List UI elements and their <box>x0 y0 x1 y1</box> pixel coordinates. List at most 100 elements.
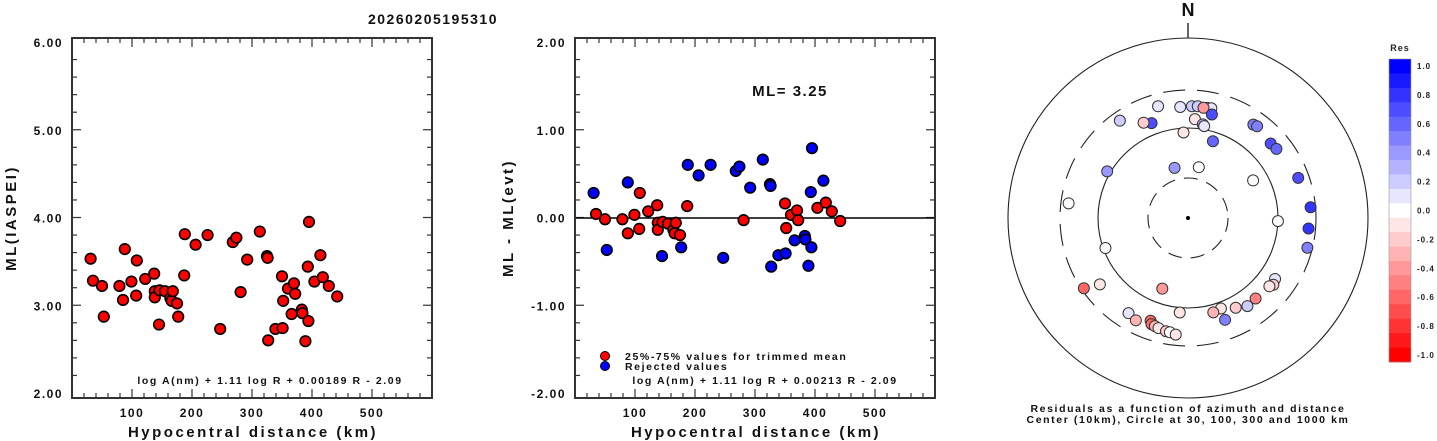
station-residual-point <box>1077 282 1090 295</box>
data-point <box>148 267 161 280</box>
colorbar-tick-label: 0.4 <box>1417 149 1431 158</box>
colorbar-swatch <box>1389 304 1411 320</box>
data-point <box>172 310 185 323</box>
station-residual-point <box>1251 120 1264 133</box>
legend-label-accepted: 25%-75% values for trimmed mean <box>625 351 847 363</box>
y-tick-label: -1.00 <box>531 299 566 313</box>
x-tick-label: 400 <box>300 406 325 420</box>
data-point <box>764 179 777 193</box>
x-tick-label: 200 <box>180 406 205 420</box>
data-point <box>733 160 746 173</box>
data-point <box>214 322 227 336</box>
y-tick-label: 4.00 <box>34 212 63 226</box>
data-point <box>289 287 302 300</box>
data-point <box>285 307 298 321</box>
distance-ring-30km <box>1147 177 1229 259</box>
station-residual-point <box>1152 100 1165 113</box>
colorbar-tick-label: -0.4 <box>1417 264 1435 273</box>
data-point <box>178 269 191 282</box>
station-residual-point <box>1205 108 1218 121</box>
data-point <box>811 201 824 214</box>
center-dot <box>1186 216 1190 220</box>
data-point <box>241 253 254 266</box>
data-point <box>261 251 274 264</box>
polar-caption-line1: Residuals as a function of azimuth and d… <box>1031 403 1346 415</box>
x-tick-label: 300 <box>743 406 768 420</box>
colorbar-swatch <box>1389 275 1411 291</box>
station-residual-point <box>1169 328 1182 341</box>
data-point <box>621 227 634 240</box>
data-point <box>780 221 793 235</box>
plot-frame <box>574 37 936 399</box>
data-point <box>628 208 641 221</box>
station-residual-point <box>1129 314 1142 327</box>
station-residual-point <box>1168 161 1181 174</box>
data-point <box>692 169 705 182</box>
data-point <box>301 260 314 273</box>
data-point <box>633 186 646 200</box>
data-point <box>130 254 143 267</box>
figure-title: 20260205195310 <box>368 11 498 27</box>
y-tick-label: 1.00 <box>537 124 566 138</box>
colorbar-swatch <box>1389 102 1411 118</box>
data-point <box>819 196 832 209</box>
data-point <box>737 214 750 227</box>
colorbar-frame <box>1388 58 1412 363</box>
station-residual-point <box>1304 201 1317 214</box>
data-point <box>178 228 191 241</box>
station-residual-point <box>1302 222 1315 235</box>
data-point <box>825 205 838 218</box>
data-point <box>765 260 778 273</box>
data-point <box>276 321 289 335</box>
y-axis-title: ML - ML(evt) <box>500 159 517 277</box>
colorbar-tick-label: -1.0 <box>1417 351 1435 360</box>
data-point <box>299 335 312 348</box>
x-axis-title: Hypocentral distance (km) <box>631 424 881 441</box>
station-residual-point <box>1229 301 1242 314</box>
station-residual-point <box>1206 135 1219 148</box>
data-point <box>302 215 316 228</box>
colorbar-swatch <box>1389 87 1411 103</box>
data-point <box>322 279 335 293</box>
polar-caption-line2: Center (10km), Circle at 30, 100, 300 an… <box>1027 414 1350 426</box>
colorbar-swatch <box>1389 289 1411 305</box>
station-residual-point <box>1173 306 1186 319</box>
data-point <box>799 233 812 246</box>
data-point <box>788 234 801 247</box>
colorbar-swatch <box>1389 232 1411 248</box>
colorbar-tick-label: 0.8 <box>1417 91 1431 100</box>
data-point <box>262 334 275 347</box>
y-tick-label: 2.00 <box>537 36 566 50</box>
station-residual-point <box>1271 215 1284 228</box>
distance-ring-300km <box>1059 89 1317 347</box>
station-residual-point <box>1197 101 1210 114</box>
data-point <box>287 277 301 290</box>
data-point <box>86 274 100 287</box>
station-residual-point <box>1263 280 1276 293</box>
formula-annotation: log A(nm) + 1.11 log R + 0.00213 R - 2.0… <box>632 375 897 387</box>
data-point <box>170 297 184 310</box>
colorbar-title: Res <box>1390 43 1410 53</box>
colorbar-tick-label: -0.2 <box>1417 235 1435 244</box>
colorbar-tick-label: 0.2 <box>1417 178 1431 187</box>
colorbar-swatch <box>1389 145 1411 161</box>
data-point <box>598 213 612 226</box>
data-point <box>817 174 830 187</box>
data-point <box>130 289 143 302</box>
station-residual-point <box>1113 114 1126 127</box>
data-point <box>805 142 819 155</box>
x-tick-label: 500 <box>360 406 385 420</box>
y-axis-title: ML(IASPEI) <box>3 165 20 271</box>
station-residual-point <box>1301 241 1314 254</box>
colorbar-swatch <box>1389 116 1411 132</box>
data-point <box>804 185 817 199</box>
data-point <box>234 285 247 299</box>
data-point <box>97 310 110 323</box>
station-residual-point <box>1122 307 1135 320</box>
colorbar-swatch <box>1389 160 1411 175</box>
colorbar-tick-label: 0.6 <box>1417 120 1431 129</box>
plot-frame <box>71 37 433 399</box>
data-point <box>189 238 202 251</box>
data-point <box>704 158 717 171</box>
x-tick-label: 100 <box>623 406 648 420</box>
